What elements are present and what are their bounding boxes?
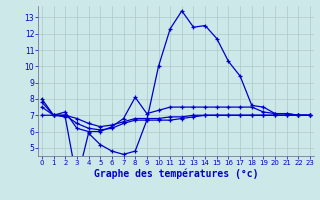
- X-axis label: Graphe des températures (°c): Graphe des températures (°c): [94, 169, 258, 179]
